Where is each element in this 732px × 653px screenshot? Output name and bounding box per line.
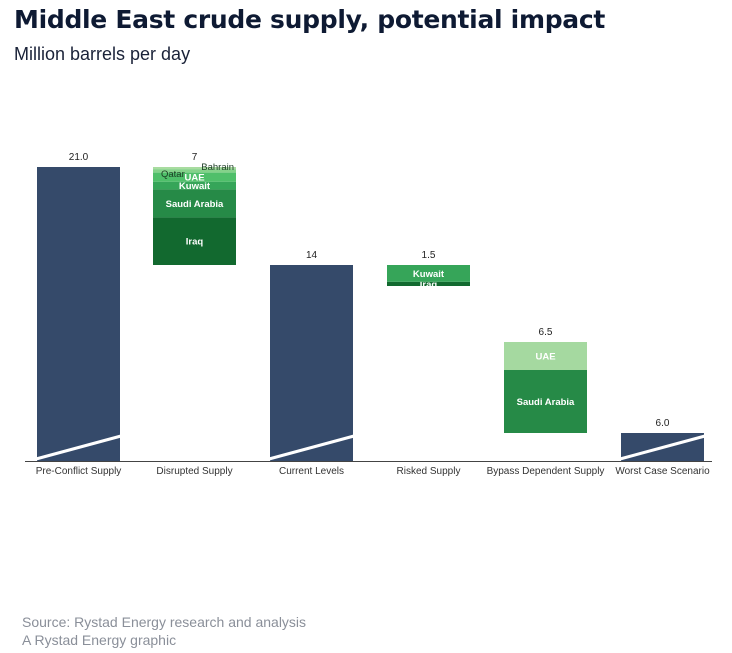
category-label-bypass-dependent-supply: Bypass Dependent Supply: [487, 466, 605, 477]
bar-disrupted-supply-iraq: [153, 217, 236, 265]
segment-label-risked-supply-kuwait: Kuwait: [413, 269, 445, 280]
bar-disrupted-supply-bahrain: [153, 167, 236, 170]
source-note: Source: Rystad Energy research and analy…: [22, 614, 307, 630]
category-label-risked-supply: Risked Supply: [397, 466, 461, 477]
value-label-current-levels: 14: [306, 250, 318, 261]
segment-label-disrupted-supply-bahrain: Bahrain: [201, 162, 234, 173]
chart-subtitle: Million barrels per day: [14, 44, 191, 64]
category-label-worst-case-scenario: Worst Case Scenario: [615, 466, 710, 477]
segment-label-disrupted-supply-kuwait: Kuwait: [179, 181, 211, 192]
bar-risked-supply-iraq: [387, 281, 470, 286]
waterfall-chart: 21.0 Pre-Conflict Supply Iraq Saudi Arabia K…: [25, 152, 712, 477]
bar-bypass-dependent-supply-saudi-arabia: [504, 370, 587, 433]
category-label-current-levels: Current Levels: [279, 466, 344, 477]
segment-label-disrupted-supply-qatar: Qatar: [161, 169, 185, 180]
value-label-worst-case-scenario: 6.0: [656, 418, 670, 429]
segment-label-risked-supply-iraq: Iraq: [420, 279, 438, 290]
segment-label-disrupted-supply-iraq: Iraq: [186, 237, 204, 248]
value-label-bypass-dependent-supply: 6.5: [539, 327, 553, 338]
chart-title: Middle East crude supply, potential impa…: [14, 5, 606, 34]
segment-label-bypass-dependent-supply-saudi-arabia: Saudi Arabia: [517, 397, 575, 408]
credit-note: A Rystad Energy graphic: [22, 632, 177, 648]
break-mark-current-levels: [268, 434, 355, 461]
value-label-pre-conflict-supply: 21.0: [69, 152, 89, 163]
segment-label-bypass-dependent-supply-uae: UAE: [535, 352, 555, 363]
break-mark-worst-case-scenario: [619, 434, 706, 461]
break-mark-pre-conflict-supply: [35, 434, 122, 461]
bar-disrupted-supply-uae: [153, 172, 236, 182]
bar-pre-conflict-supply: [37, 167, 120, 461]
segment-label-disrupted-supply-saudi-arabia: Saudi Arabia: [166, 199, 224, 210]
bar-disrupted-supply-saudi-arabia: [153, 189, 236, 218]
bar-bypass-dependent-supply-uae: [504, 342, 587, 370]
bar-risked-supply-kuwait: [387, 265, 470, 282]
bar-disrupted-supply-qatar: [153, 169, 236, 173]
value-label-disrupted-supply: 7: [192, 152, 198, 163]
bar-current-levels: [270, 265, 353, 461]
category-label-disrupted-supply: Disrupted Supply: [156, 466, 232, 477]
bar-disrupted-supply-kuwait: [153, 181, 236, 190]
category-label-pre-conflict-supply: Pre-Conflict Supply: [36, 466, 122, 477]
segment-label-disrupted-supply-uae: UAE: [184, 173, 204, 184]
value-label-risked-supply: 1.5: [422, 250, 436, 261]
